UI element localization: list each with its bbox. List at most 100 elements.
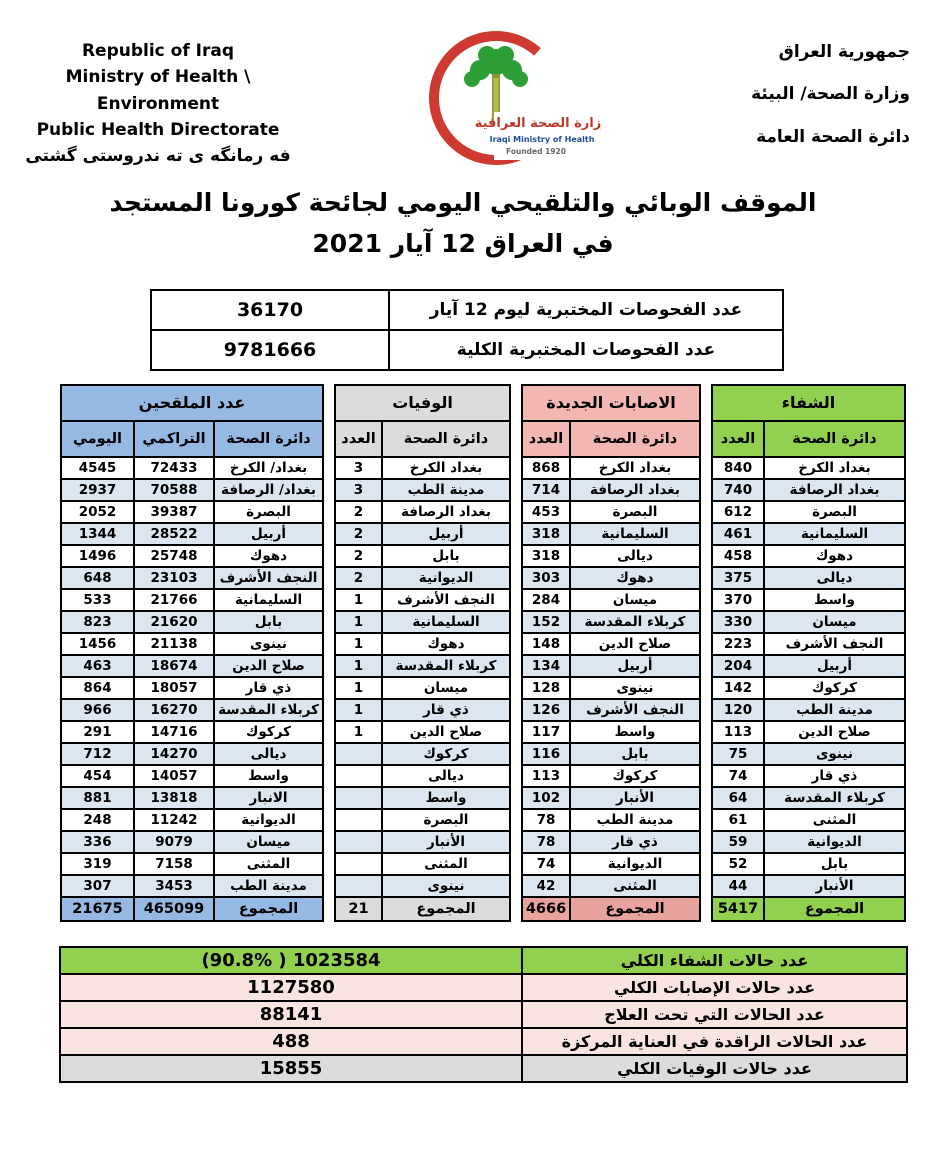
cell-cumulative: 14716 (133, 719, 215, 744)
total-label: المجموع (212, 895, 325, 922)
cell-daily: 2052 (60, 499, 135, 524)
cell-cumulative: 16270 (133, 697, 215, 722)
cell-value: 120 (711, 697, 765, 722)
cell-name: ميسان (212, 829, 325, 854)
table-row: واسط (334, 785, 511, 810)
cell-value (334, 763, 383, 788)
cell-value: 2 (334, 565, 383, 590)
cell-value: 64 (711, 785, 765, 810)
cell-daily: 4545 (60, 455, 135, 480)
column-header: العدد (521, 419, 571, 458)
cell-cumulative: 14057 (133, 763, 215, 788)
cell-name: بغداد الكرخ (569, 455, 701, 480)
cell-value: 117 (521, 719, 571, 744)
cell-value: 3 (334, 477, 383, 502)
cell-name: الديوانية (212, 807, 325, 832)
table-row: المثنى (334, 851, 511, 876)
cell-value: 740 (711, 477, 765, 502)
cell-daily: 1344 (60, 521, 135, 546)
cell-name: المثنى (381, 851, 511, 876)
cell-name: كربلاء المقدسة (212, 697, 325, 722)
cell-name: أربيل (762, 653, 907, 678)
cell-name: النجف الأشرف (381, 587, 511, 612)
column-header: العدد (711, 419, 765, 458)
recovered-table-title: الشفاء (710, 383, 907, 422)
cell-daily: 307 (60, 873, 135, 898)
cell-name: الأنبار (569, 785, 701, 810)
table-row: 3 بغداد الكرخ (334, 455, 511, 480)
cell-name: بغداد الرصافة (381, 499, 511, 524)
table-row: 284 ميسان (521, 587, 701, 612)
cell-value: 2 (334, 499, 383, 524)
cell-value: 330 (711, 609, 765, 634)
cell-name: كركوك (762, 675, 907, 700)
cell-value: 1 (334, 653, 383, 678)
logo-arabic-text: وزارة الصحة العراقية (474, 116, 600, 131)
cell-cumulative: 14270 (133, 741, 215, 766)
total-daily: 21675 (60, 895, 135, 922)
table-row: 116 بابل (521, 741, 701, 766)
new-infections-table: الاصابات الجديدة العدد دائرة الصحة 868 بغد… (521, 383, 701, 922)
cell-name: بابل (569, 741, 701, 766)
cell-cumulative: 11242 (133, 807, 215, 832)
cell-value: 142 (711, 675, 765, 700)
infections-total-row: 4666 المجموع (521, 895, 701, 922)
cell-value: 2 (334, 543, 383, 568)
cell-name: ذي قار (212, 675, 325, 700)
cell-name: ميسان (569, 587, 701, 612)
cell-value (334, 785, 383, 810)
table-row: 78 ذي قار (521, 829, 701, 854)
cell-name: بغداد الرصافة (569, 477, 701, 502)
cell-daily: 966 (60, 697, 135, 722)
cell-cumulative: 13818 (133, 785, 215, 810)
cell-name: أربيل (212, 521, 325, 546)
cell-name: واسط (381, 785, 511, 810)
table-row: 291 14716 كركوك (60, 719, 325, 744)
cell-value: 61 (711, 807, 765, 832)
header-english-line: Ministry of Health \ Environment (65, 67, 251, 114)
lab-tests-body: 36170 عدد الفحوصات المختبرية ليوم 12 آيار… (150, 288, 784, 371)
statistics-tables: عدد الملقحين اليومي التراكمي دائرة الصحة 4… (59, 383, 926, 922)
cell-name: السليمانية (762, 521, 907, 546)
cell-value (334, 873, 383, 898)
cell-name: السليمانية (381, 609, 511, 634)
cell-value: 1 (334, 631, 383, 656)
cell-value: 1 (334, 719, 383, 744)
table-row: 126 النجف الأشرف (521, 697, 701, 722)
table-row: 712 14270 ديالى (60, 741, 325, 766)
table-row: 1 السليمانية (334, 609, 511, 634)
column-header: دائرة الصحة (381, 419, 511, 458)
cell-name: صلاح الدين (381, 719, 511, 744)
report-title-line2: في العراق 12 آيار 2021 (312, 229, 614, 259)
table-row: 612 البصرة (711, 499, 907, 524)
table-row: 152 كربلاء المقدسة (521, 609, 701, 634)
cell-value: 59 (711, 829, 765, 854)
table-row: 61 المثنى (711, 807, 907, 832)
cell-name: بابل (381, 543, 511, 568)
cell-cumulative: 7158 (133, 851, 215, 876)
cell-cumulative: 21620 (133, 609, 215, 634)
table-row: 75 نينوى (711, 741, 907, 766)
table-row: 318 ديالى (521, 543, 701, 568)
column-header: دائرة الصحة (762, 419, 907, 458)
table-row: 966 16270 كربلاء المقدسة (60, 697, 325, 722)
table-row: 113 كركوك (521, 763, 701, 788)
cell-value: 42 (521, 873, 571, 898)
table-row: 330 ميسان (711, 609, 907, 634)
cell-cumulative: 9079 (133, 829, 215, 854)
table-row: 52 بابل (711, 851, 907, 876)
table-row: 113 صلاح الدين (711, 719, 907, 744)
table-row: 2 بابل (334, 543, 511, 568)
table-row: 1456 21138 نينوى (60, 631, 325, 656)
column-header: اليومي (60, 419, 135, 458)
logo-text-box: وزارة الصحة العراقية Iraqi Ministry of H… (474, 112, 601, 160)
cell-value: 1 (334, 609, 383, 634)
header-arabic-line: وزارة الصحة/ البيئة (751, 84, 910, 105)
table-row: 864 18057 ذي قار (60, 675, 325, 700)
deaths-table-title: الوفيات (334, 383, 511, 422)
header-arabic-line: جمهورية العراق (778, 42, 910, 62)
logo-english-text: Iraqi Ministry of Health (489, 135, 594, 144)
table-row: 1 دهوك (334, 631, 511, 656)
cell-name: النجف الأشرف (569, 697, 701, 722)
table-row: 223 النجف الأشرف (711, 631, 907, 656)
